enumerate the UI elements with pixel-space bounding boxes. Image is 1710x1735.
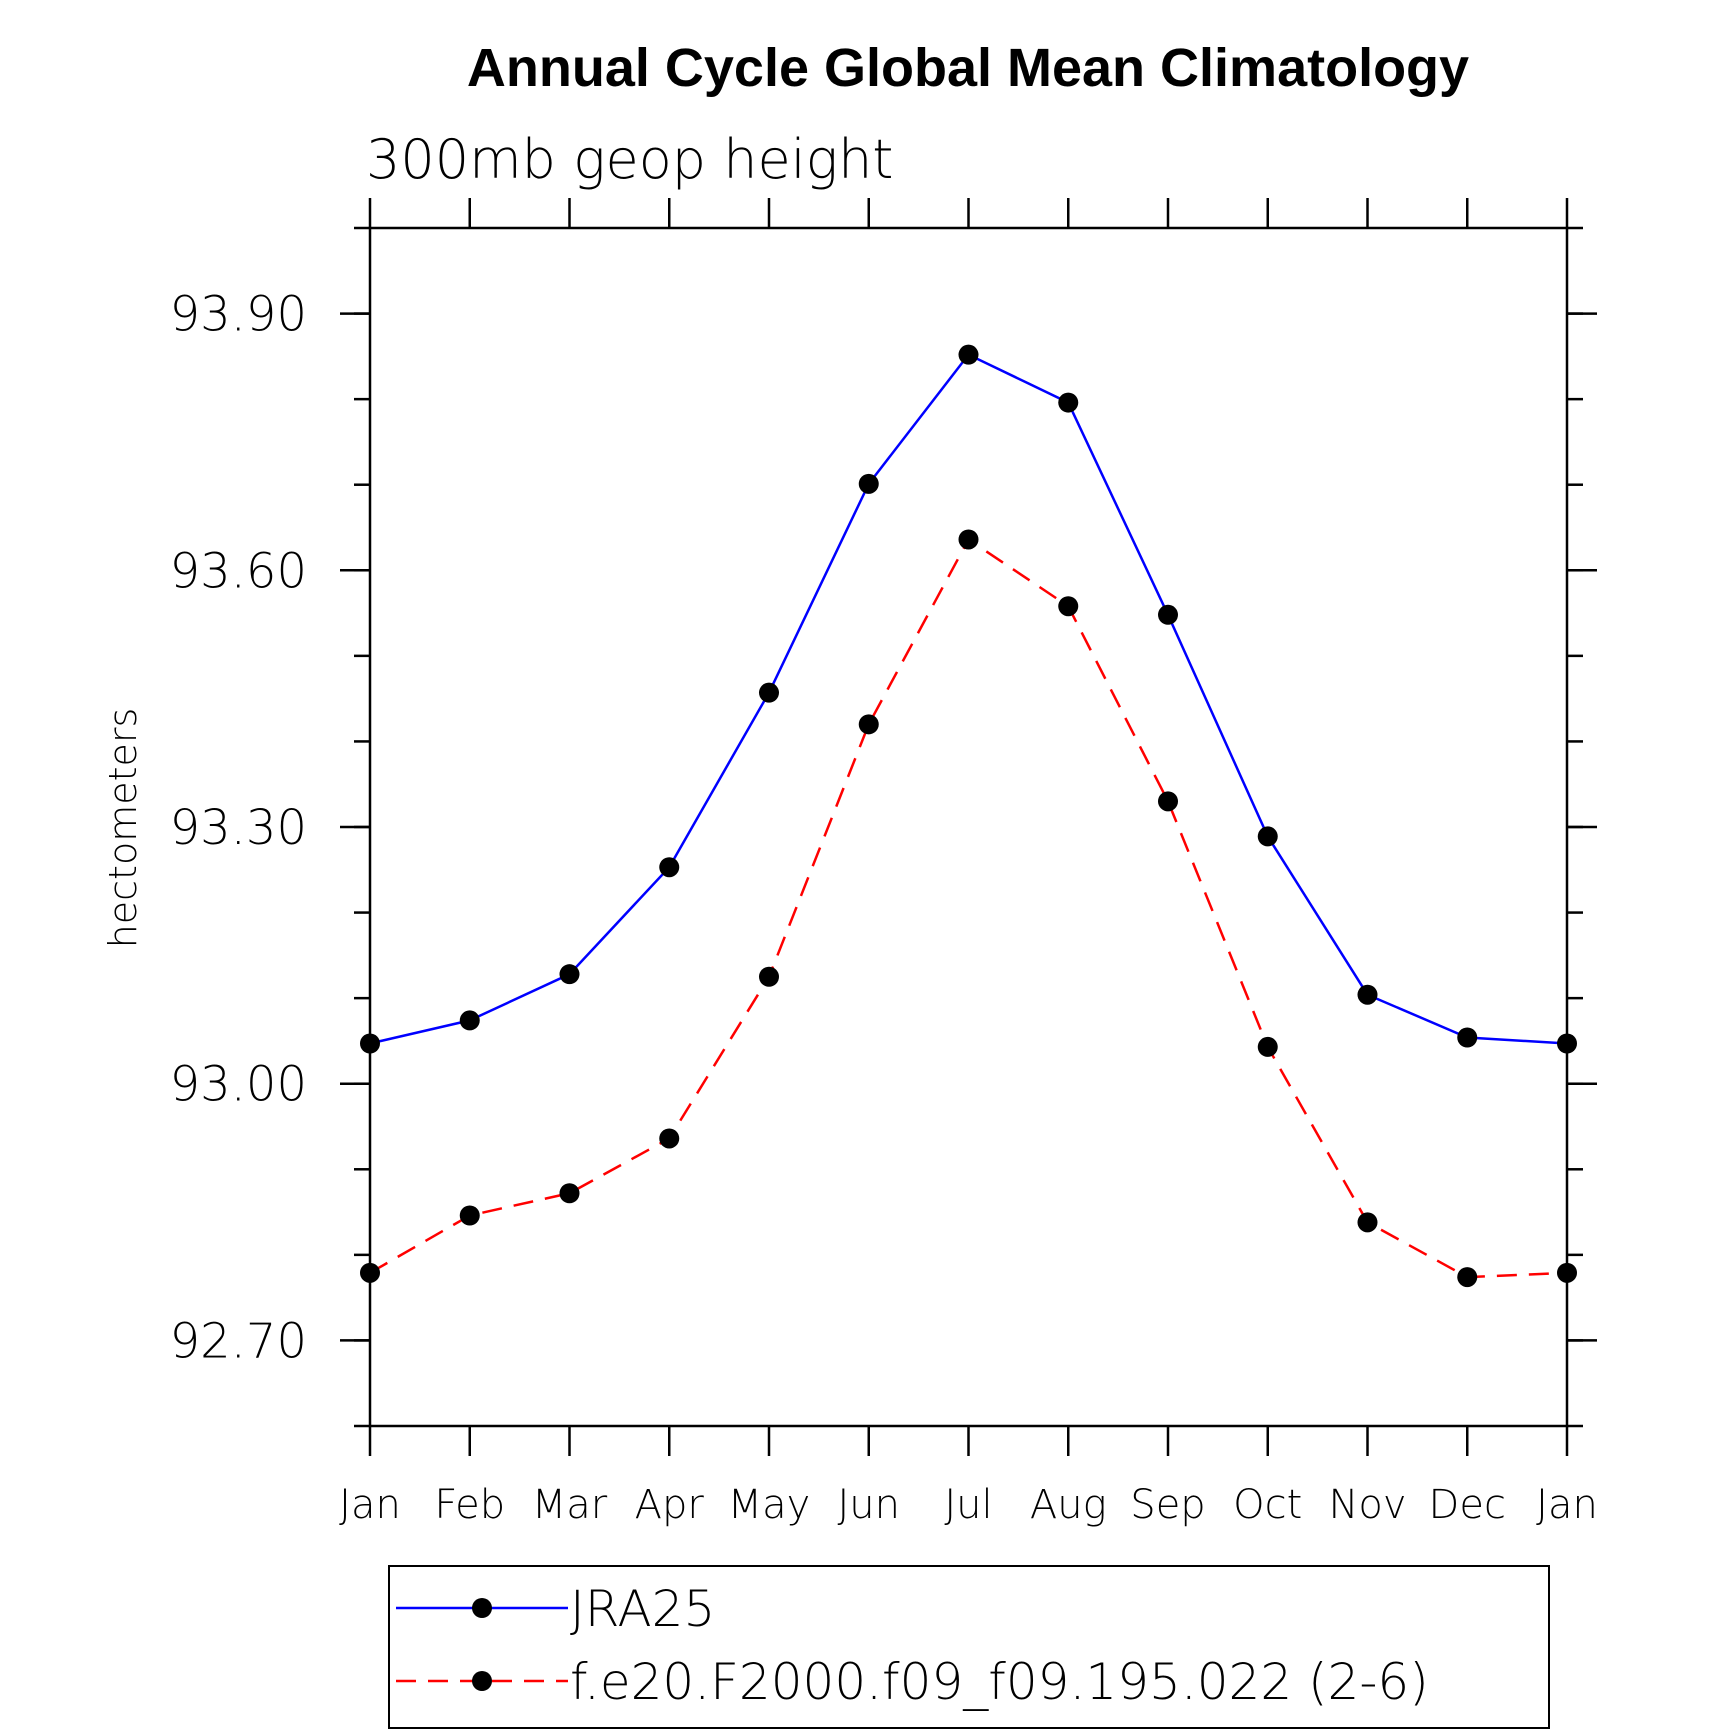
- y-tick-label: 93.60: [170, 543, 307, 599]
- x-tick-label: Sep: [1130, 1482, 1205, 1528]
- legend-label: JRA25: [570, 1580, 715, 1638]
- y-tick-label: 93.90: [170, 287, 307, 343]
- x-tick-label: Aug: [1030, 1482, 1107, 1528]
- x-tick-label: Feb: [434, 1482, 505, 1528]
- axis-ticks: [340, 198, 1597, 1456]
- legend: JRA25 f.e20.F2000.f09_f09.195.022 (2-6): [388, 1565, 1550, 1729]
- chart-title: Annual Cycle Global Mean Climatology: [467, 38, 1469, 98]
- plot-frame: [368, 226, 1569, 1428]
- x-tick-label: Oct: [1233, 1482, 1302, 1528]
- tick-labels: 93.90 93.60 93.30 93.00 92.70 Jan Feb Mar Apr May…: [170, 287, 1598, 1528]
- data-point: [1457, 1027, 1478, 1048]
- data-point: [1058, 392, 1079, 413]
- y-tick-label: 93.30: [170, 800, 307, 856]
- legend-marker: [472, 1671, 492, 1691]
- data-point: [1557, 1262, 1577, 1283]
- data-point: [858, 473, 879, 494]
- y-tick-label: 92.70: [170, 1313, 307, 1369]
- y-axis-label: hectometers: [101, 708, 145, 949]
- x-tick-label: Jan: [1536, 1482, 1598, 1528]
- series-line: [369, 353, 1568, 1045]
- data-point: [1058, 596, 1079, 617]
- x-tick-label: May: [728, 1482, 811, 1528]
- data-point: [659, 857, 680, 878]
- data-point: [360, 1033, 380, 1054]
- x-tick-label: Nov: [1328, 1482, 1406, 1528]
- y-tick-label: 93.00: [170, 1057, 307, 1113]
- series-2: [360, 529, 1577, 1288]
- x-tick-label: Jan: [339, 1482, 401, 1528]
- data-point: [360, 1262, 380, 1283]
- chart-subtitle: 300mb geop height: [366, 128, 893, 191]
- legend-marker: [472, 1598, 492, 1618]
- x-tick-label: Mar: [532, 1482, 608, 1528]
- data-point: [459, 1205, 480, 1226]
- data-point: [1357, 1212, 1378, 1233]
- series-layer: [360, 344, 1577, 1288]
- x-tick-label: Apr: [635, 1482, 705, 1528]
- data-point: [1257, 1036, 1278, 1057]
- data-point: [1557, 1033, 1577, 1054]
- data-point: [459, 1010, 480, 1031]
- data-point: [858, 714, 879, 735]
- data-point: [958, 344, 979, 365]
- series-line: [369, 537, 1568, 1279]
- x-tick-label: Jul: [944, 1482, 992, 1528]
- data-point: [1257, 826, 1278, 847]
- series-1: [360, 344, 1577, 1054]
- data-point: [1357, 984, 1378, 1005]
- data-point: [1158, 604, 1178, 625]
- plot-border: [368, 226, 1569, 1428]
- data-point: [958, 529, 979, 550]
- data-point: [1457, 1267, 1478, 1288]
- data-point: [1158, 791, 1178, 812]
- data-point: [759, 966, 779, 987]
- data-point: [759, 682, 779, 703]
- data-point: [659, 1128, 680, 1149]
- legend-box: [388, 1565, 1550, 1729]
- data-point: [559, 1183, 580, 1204]
- legend-label: f.e20.F2000.f09_f09.195.022 (2-6): [570, 1653, 1429, 1711]
- x-tick-label: Dec: [1429, 1482, 1506, 1528]
- x-tick-label: Jun: [838, 1482, 901, 1528]
- data-point: [559, 964, 580, 985]
